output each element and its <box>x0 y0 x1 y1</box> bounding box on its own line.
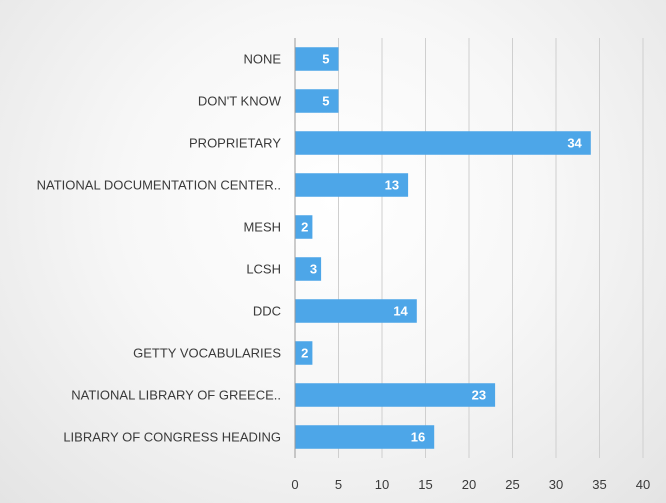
x-tick-label: 35 <box>592 477 606 492</box>
category-label: MESH <box>243 220 281 235</box>
x-tick-label: 20 <box>462 477 476 492</box>
data-label: 5 <box>322 94 329 109</box>
category-labels: NONE DON'T KNOW PROPRIETARY NATIONAL DOCUME… <box>37 52 282 445</box>
category-label: GETTY VOCABULARIES <box>133 346 281 361</box>
bar <box>295 173 409 197</box>
data-label: 2 <box>301 220 308 235</box>
x-tick-label: 5 <box>335 477 342 492</box>
category-label: NATIONAL LIBRARY OF GREECE.. <box>71 388 281 403</box>
category-label: LIBRARY OF CONGRESS HEADING <box>63 430 281 445</box>
data-label: 3 <box>310 262 317 277</box>
category-label: PROPRIETARY <box>189 136 281 151</box>
category-label: DON'T KNOW <box>198 94 282 109</box>
x-tick-labels: 0 5 10 15 20 25 30 35 40 <box>291 477 650 492</box>
bar <box>295 215 313 239</box>
category-label: NONE <box>243 52 281 67</box>
data-label: 5 <box>322 52 329 67</box>
bar <box>295 341 313 365</box>
gridlines <box>338 38 644 458</box>
category-label: DDC <box>253 304 281 319</box>
x-tick-label: 15 <box>418 477 432 492</box>
bar <box>295 47 339 71</box>
x-tick-label: 0 <box>291 477 298 492</box>
data-label: 23 <box>472 388 486 403</box>
bar <box>295 299 417 323</box>
bar <box>295 89 339 113</box>
bar <box>295 383 496 407</box>
bar <box>295 131 591 155</box>
bars <box>295 47 591 449</box>
category-label: NATIONAL DOCUMENTATION CENTER.. <box>37 178 281 193</box>
data-label: 13 <box>385 178 399 193</box>
x-tick-label: 25 <box>505 477 519 492</box>
x-tick-label: 30 <box>549 477 563 492</box>
data-label: 16 <box>411 430 425 445</box>
x-tick-label: 40 <box>636 477 650 492</box>
data-label: 14 <box>393 304 408 319</box>
bar <box>295 257 322 281</box>
x-tick-label: 10 <box>375 477 389 492</box>
data-label: 34 <box>567 136 582 151</box>
category-label: LCSH <box>246 262 281 277</box>
bar <box>295 425 435 449</box>
data-label: 2 <box>301 346 308 361</box>
